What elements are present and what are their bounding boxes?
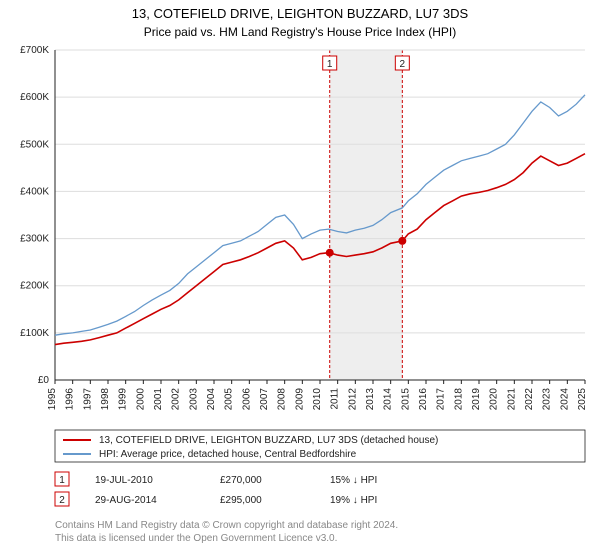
x-axis-tick-label: 2008: [277, 388, 288, 411]
x-axis-tick-label: 2007: [259, 388, 270, 411]
y-axis-tick-label: £200K: [20, 281, 49, 292]
x-axis-tick-label: 2004: [206, 388, 217, 411]
legend-label: 13, COTEFIELD DRIVE, LEIGHTON BUZZARD, L…: [99, 435, 438, 446]
tx-table-diff: 19% ↓ HPI: [330, 495, 377, 506]
y-axis-tick-label: £100K: [20, 328, 49, 339]
series-hpi: [55, 95, 585, 335]
x-axis-tick-label: 1999: [118, 388, 129, 411]
x-axis-tick-label: 2010: [312, 388, 323, 411]
transaction-badge-label: 2: [400, 59, 406, 70]
x-axis-tick-label: 2024: [559, 388, 570, 411]
transaction-badge-label: 1: [327, 59, 333, 70]
x-axis-tick-label: 2012: [347, 388, 358, 411]
x-axis-tick-label: 2002: [171, 388, 182, 411]
x-axis-tick-label: 2025: [577, 388, 588, 411]
y-axis-tick-label: £0: [38, 375, 50, 386]
tx-table-date: 29-AUG-2014: [95, 495, 157, 506]
x-axis-tick-label: 2020: [489, 388, 500, 411]
y-axis-tick-label: £700K: [20, 45, 49, 56]
x-axis-tick-label: 2006: [241, 388, 252, 411]
price-vs-hpi-chart: 13, COTEFIELD DRIVE, LEIGHTON BUZZARD, L…: [0, 0, 600, 560]
y-axis-tick-label: £600K: [20, 92, 49, 103]
tx-table-price: £295,000: [220, 495, 262, 506]
x-axis-tick-label: 1997: [82, 388, 93, 411]
chart-subtitle: Price paid vs. HM Land Registry's House …: [144, 25, 456, 39]
tx-table-badge-label: 1: [59, 475, 65, 486]
x-axis-tick-label: 2023: [542, 388, 553, 411]
x-axis-tick-label: 2009: [294, 388, 305, 411]
y-axis-tick-label: £500K: [20, 139, 49, 150]
x-axis-tick-label: 2015: [400, 388, 411, 411]
transaction-marker: [398, 237, 406, 245]
y-axis-tick-label: £300K: [20, 234, 49, 245]
series-subject: [55, 154, 585, 345]
x-axis-tick-label: 1998: [100, 388, 111, 411]
legend-label: HPI: Average price, detached house, Cent…: [99, 449, 357, 460]
x-axis-tick-label: 2016: [418, 388, 429, 411]
x-axis-tick-label: 2000: [135, 388, 146, 411]
footer-line-2: This data is licensed under the Open Gov…: [55, 533, 337, 544]
x-axis-tick-label: 2001: [153, 388, 164, 411]
chart-title: 13, COTEFIELD DRIVE, LEIGHTON BUZZARD, L…: [132, 6, 469, 21]
tx-table-diff: 15% ↓ HPI: [330, 475, 377, 486]
x-axis-tick-label: 2021: [506, 388, 517, 411]
tx-table-badge-label: 2: [59, 495, 65, 506]
x-axis-tick-label: 2018: [453, 388, 464, 411]
x-axis-tick-label: 2011: [330, 388, 341, 410]
x-axis-tick-label: 2013: [365, 388, 376, 411]
x-axis-tick-label: 1996: [65, 388, 76, 411]
footer-line-1: Contains HM Land Registry data © Crown c…: [55, 520, 398, 531]
y-axis-tick-label: £400K: [20, 186, 49, 197]
x-axis-tick-label: 2022: [524, 388, 535, 411]
x-axis-tick-label: 1995: [47, 388, 58, 411]
x-axis-tick-label: 2014: [383, 388, 394, 411]
x-axis-tick-label: 2019: [471, 388, 482, 411]
tx-table-date: 19-JUL-2010: [95, 475, 153, 486]
x-axis-tick-label: 2005: [224, 388, 235, 411]
tx-table-price: £270,000: [220, 475, 262, 486]
transaction-band: [330, 50, 403, 380]
x-axis-tick-label: 2003: [188, 388, 199, 411]
transaction-marker: [326, 249, 334, 257]
x-axis-tick-label: 2017: [436, 388, 447, 411]
